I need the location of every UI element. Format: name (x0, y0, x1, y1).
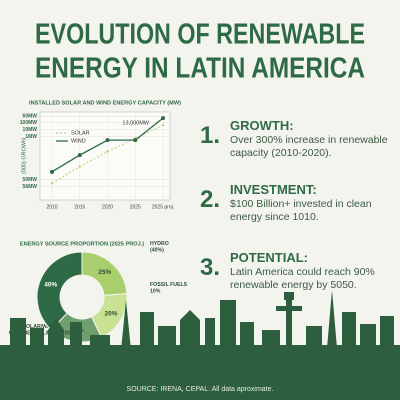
y-tick-label: 50MW (23, 177, 38, 183)
x-tick-label: 2025 (130, 204, 141, 210)
slice-label: 20% (105, 310, 118, 317)
y-tick-label: 100MW (20, 120, 38, 126)
x-tick-label: 2025 proj. (152, 204, 174, 210)
point (77, 153, 82, 158)
point-number: 1. (200, 122, 221, 149)
point (50, 169, 54, 174)
y-tick-label: 10MW (23, 127, 38, 133)
point-number: 3. (200, 254, 221, 281)
legend-label: SOLAR (71, 130, 90, 136)
skyline (0, 290, 400, 400)
category-label: FOSSIL FUELS 10% (150, 282, 189, 295)
pie-slice (36, 251, 83, 331)
slice-label: 25% (98, 269, 111, 276)
chart-title: INSTALLED SOLAR AND WIND ENERGY CAPACITY… (29, 100, 181, 106)
point (50, 182, 54, 185)
y-tick-label: 1MW (25, 134, 37, 140)
point (161, 116, 165, 121)
point (78, 165, 81, 168)
y-tick-label: 60MW (23, 114, 38, 120)
chart-title: ENERGY SOURCE PROPORTION (2025 PROJ.) (20, 241, 144, 247)
annotation: 13,000MW (122, 121, 149, 127)
point (161, 124, 165, 127)
point-heading: INVESTMENT: (230, 182, 317, 197)
category-label: HYDRO (40%) (150, 241, 170, 254)
x-tick-label: 2015 (74, 204, 85, 210)
legend-label: WIND (71, 138, 86, 144)
point-heading: POTENTIAL: (230, 250, 308, 265)
x-tick-label: 2020 (102, 204, 113, 210)
point-text: Latin America could reach 90% renewable … (230, 266, 375, 291)
title-line: ENERGY IN LATIN AMERICA (35, 53, 365, 85)
y-tick-label: 56MW (23, 184, 38, 190)
point-text: Over 300% increase in renewable capacity… (230, 134, 388, 159)
y-axis-label: (000) GROWN (21, 138, 27, 174)
slice-label: 40% (44, 281, 57, 288)
point (106, 150, 109, 153)
point (105, 138, 110, 143)
point-number: 2. (200, 186, 221, 213)
series-line (51, 124, 164, 184)
point-heading: GROWTH: (230, 118, 294, 133)
x-tick-label: 2010 (46, 204, 57, 210)
source: SOURCE: IRENA, CEPAL. All data aproximat… (127, 386, 274, 393)
point (133, 138, 138, 143)
point-text: $100 Billion+ invested in clean energy s… (230, 198, 372, 223)
plot-area (39, 111, 171, 201)
title-line: EVOLUTION OF RENEWABLE (35, 19, 365, 51)
